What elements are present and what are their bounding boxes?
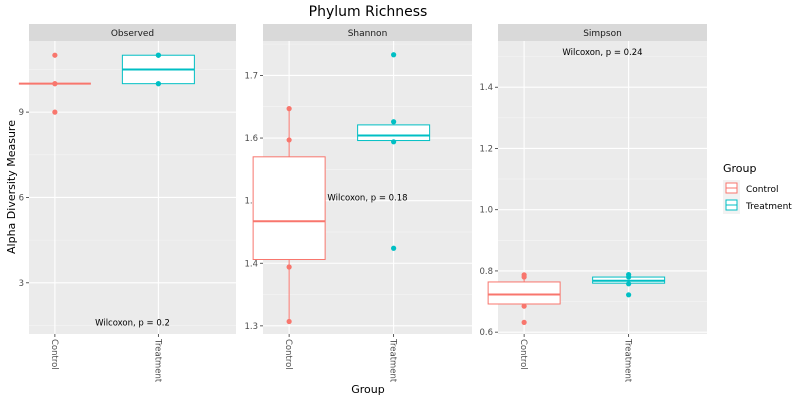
- wilcoxon-annotation: Wilcoxon, p = 0.18: [327, 194, 407, 204]
- legend-title: Group: [723, 162, 757, 175]
- data-point: [391, 245, 397, 251]
- y-tick-label: 1.3: [244, 322, 258, 332]
- panel-shannon: Shannon 1.3 1.4 1.5 1.6 1.7 Control Treatment Wi…: [244, 24, 472, 383]
- x-tick-label: Control: [518, 339, 528, 370]
- box-treatment: [592, 272, 666, 298]
- box-control: [487, 272, 561, 325]
- data-point: [521, 319, 527, 325]
- box-iqr: [357, 124, 431, 142]
- data-point: [155, 81, 161, 87]
- y-tick-label: 9: [19, 108, 24, 118]
- facet-strip: [498, 24, 707, 41]
- y-tick-label: 1.4: [244, 259, 258, 269]
- legend: Group Control Treatment: [723, 162, 792, 214]
- box-control: [18, 52, 91, 115]
- data-point: [521, 303, 527, 309]
- x-tick-label: Treatment: [152, 338, 162, 383]
- y-tick-label: 0.8: [479, 267, 493, 277]
- data-point: [155, 52, 161, 58]
- x-tick-label: Treatment: [388, 338, 398, 383]
- facet-panels: Observed 3 6 9 Control Treatment Wilcoxon, p =…: [19, 24, 707, 383]
- legend-key-control: Control: [723, 180, 779, 197]
- x-tick-label: Control: [49, 339, 59, 370]
- data-point: [286, 106, 292, 112]
- data-point: [286, 318, 292, 325]
- panel-background: [29, 41, 236, 334]
- panel-observed: Observed 3 6 9 Control Treatment Wilcoxon, p =…: [19, 24, 236, 383]
- data-point: [286, 264, 292, 270]
- data-point: [626, 274, 632, 280]
- facet-strip-label: Simpson: [583, 29, 622, 39]
- chart-title: Phylum Richness: [309, 4, 428, 20]
- y-tick-label: 1.2: [479, 144, 493, 154]
- data-point: [626, 292, 632, 298]
- y-tick-label: 1.7: [244, 71, 258, 81]
- data-point: [52, 52, 58, 58]
- box-iqr: [487, 281, 561, 305]
- data-point: [52, 81, 58, 87]
- data-point: [521, 274, 527, 280]
- y-tick-label: 3: [19, 279, 24, 289]
- y-tick-label: 0.6: [479, 328, 493, 338]
- x-tick-label: Treatment: [623, 338, 633, 383]
- legend-key-treatment: Treatment: [723, 197, 792, 214]
- y-axis-label: Alpha Diversity Measure: [5, 120, 18, 254]
- y-tick-label: 1.0: [479, 206, 493, 216]
- legend-label: Treatment: [745, 202, 792, 212]
- x-axis-label: Group: [351, 383, 385, 396]
- y-tick-label: 1.6: [244, 134, 258, 144]
- box-iqr: [252, 156, 326, 260]
- facet-strip-label: Shannon: [348, 29, 388, 39]
- wilcoxon-annotation: Wilcoxon, p = 0.24: [562, 48, 642, 58]
- data-point: [626, 281, 632, 287]
- y-tick-label: 6: [19, 193, 24, 203]
- data-point: [52, 109, 58, 115]
- box-treatment: [121, 52, 195, 87]
- facet-strip-label: Observed: [111, 29, 154, 39]
- data-point: [391, 139, 397, 145]
- x-tick-label: Control: [283, 339, 293, 370]
- data-point: [391, 119, 397, 125]
- legend-label: Control: [746, 185, 779, 195]
- y-tick-label: 1.4: [479, 83, 493, 93]
- data-point: [286, 137, 292, 143]
- data-point: [391, 52, 397, 58]
- panel-simpson: Simpson 0.6 0.8 1.0 1.2 1.4 Control Treatment Wi…: [479, 24, 707, 383]
- facet-strip: [29, 24, 236, 41]
- y-tick-label: 1.5: [244, 197, 258, 207]
- facet-strip: [263, 24, 472, 41]
- wilcoxon-annotation: Wilcoxon, p = 0.2: [95, 319, 170, 329]
- box-treatment: [357, 52, 431, 251]
- box-control: [252, 106, 326, 325]
